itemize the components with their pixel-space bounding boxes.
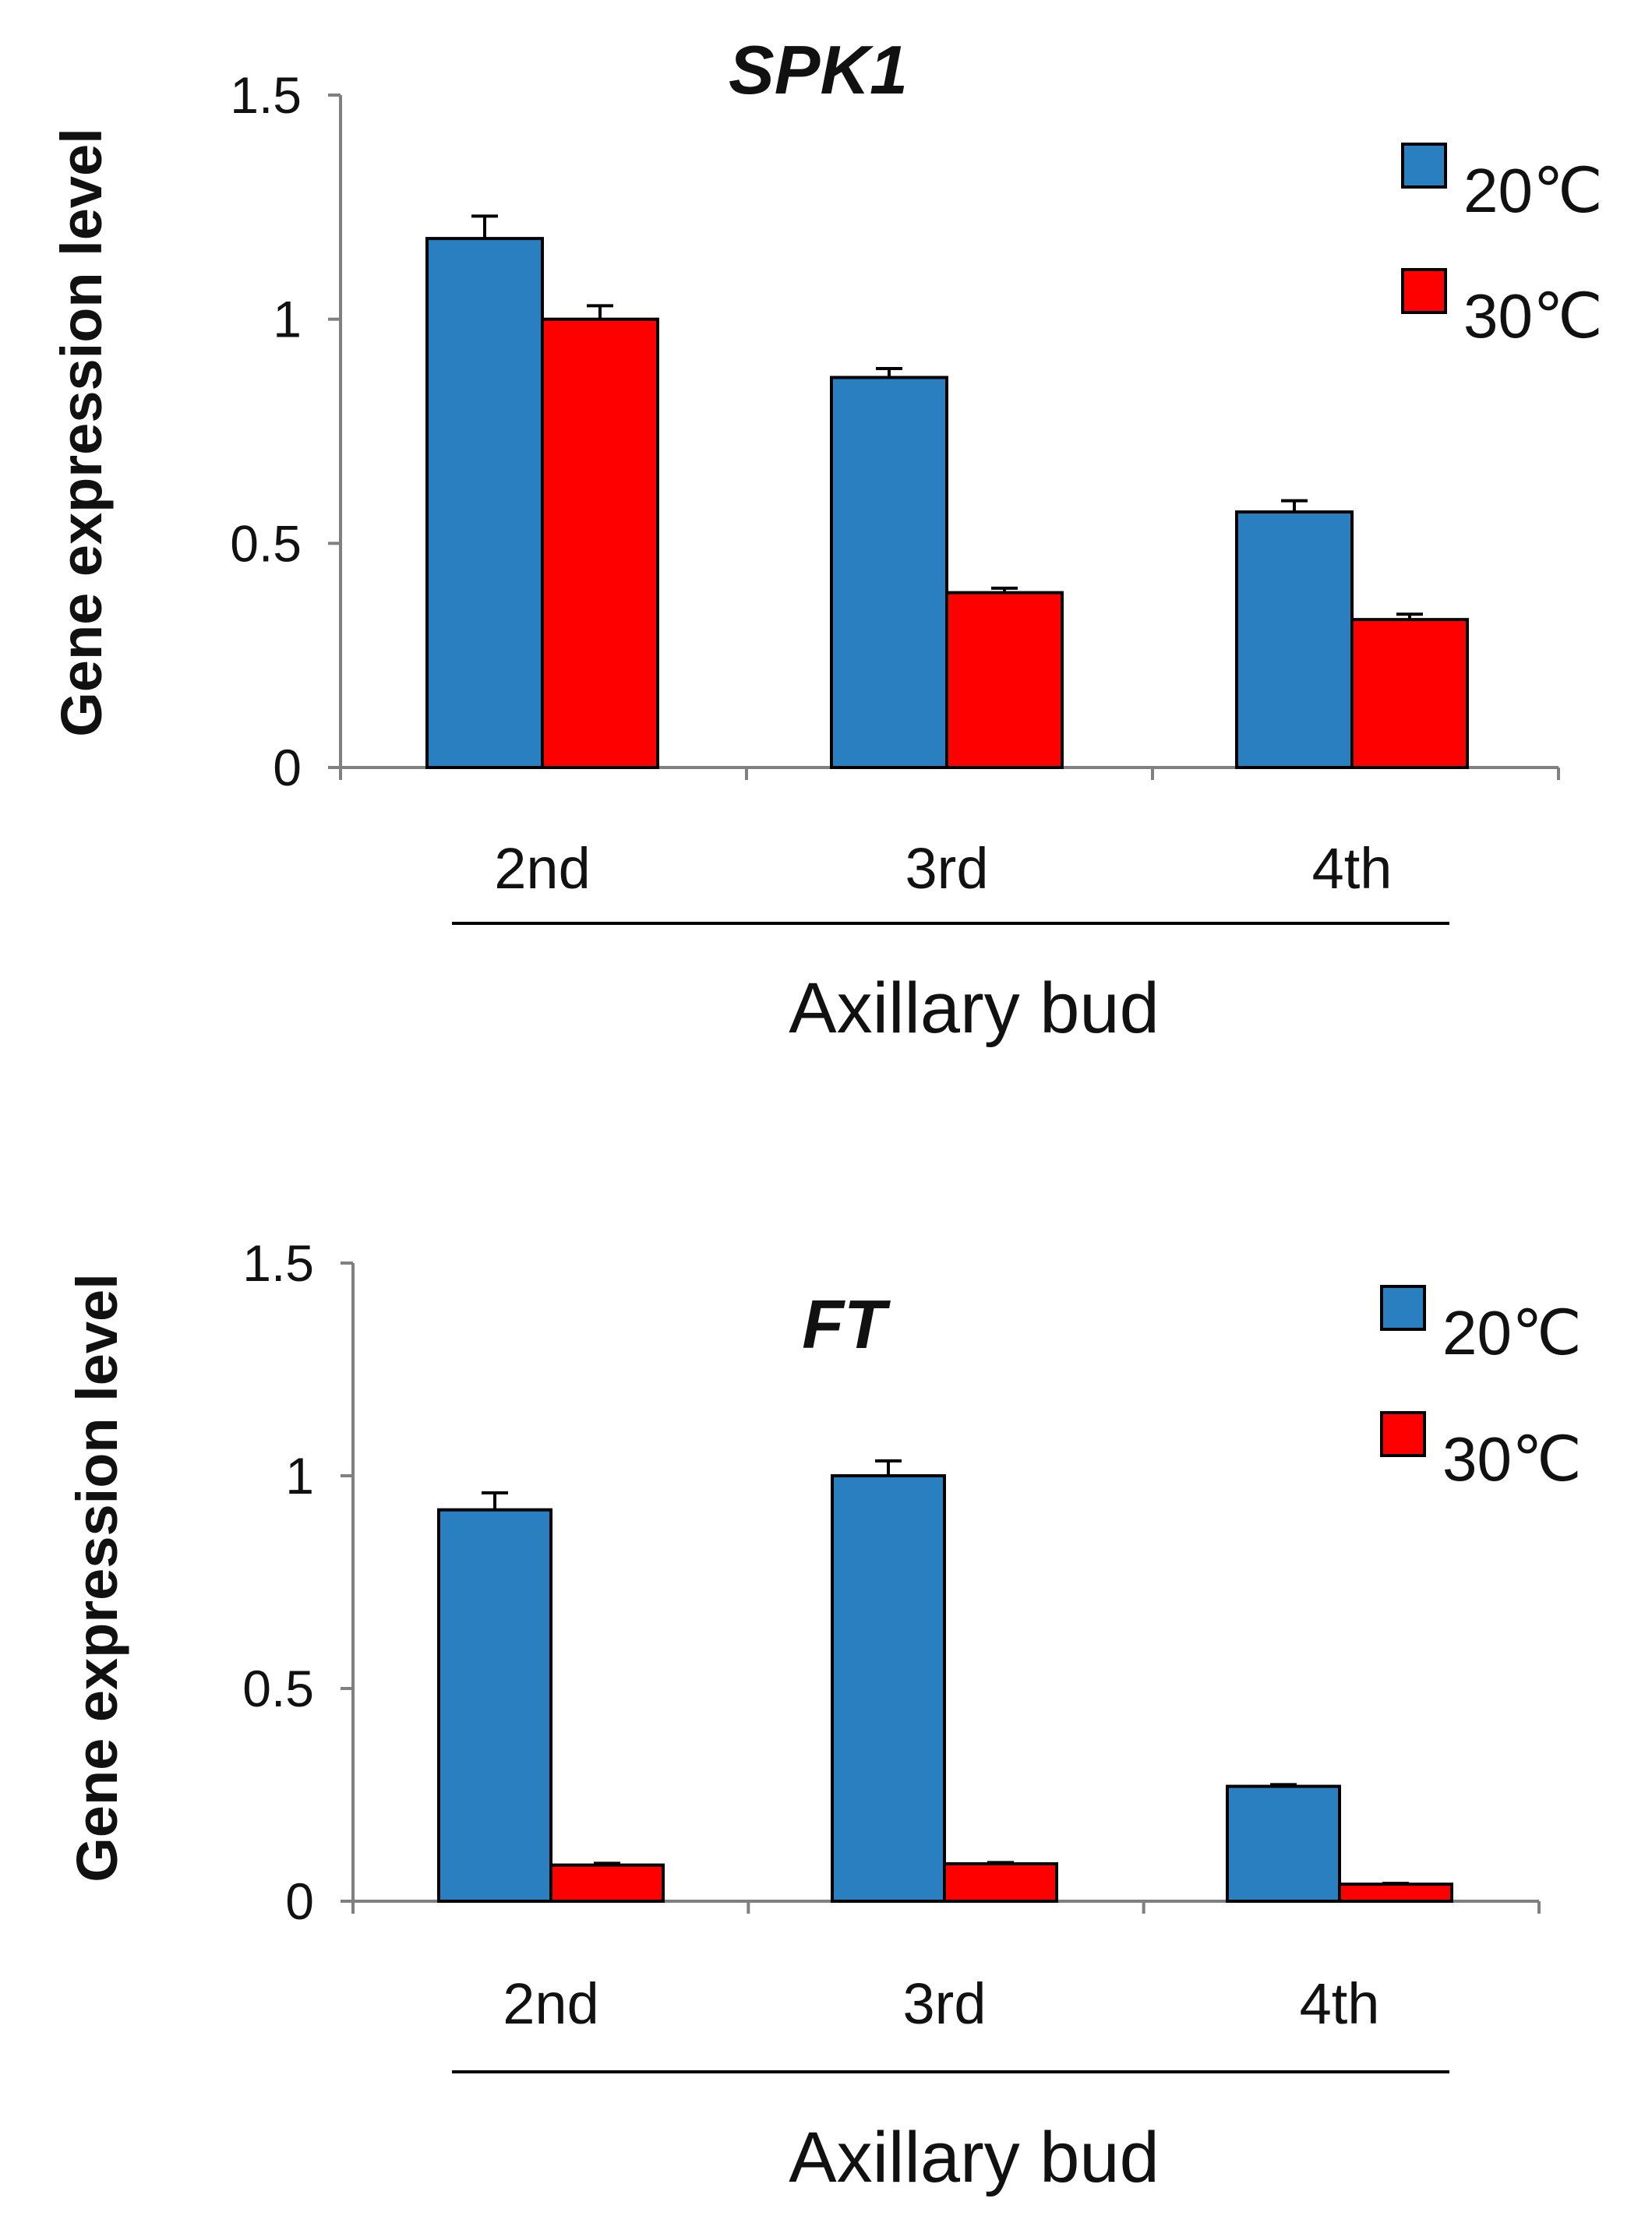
y-axis-label: Gene expression level	[65, 1273, 129, 1883]
bar-4th-series-1	[1226, 1784, 1341, 1904]
y-tick-label: 1.5	[230, 66, 302, 124]
y-axis-label: Gene expression level	[49, 128, 114, 737]
legend-swatch	[1380, 1285, 1426, 1331]
bar-3rd-series-1	[830, 376, 948, 769]
bar-2nd-series-1	[425, 237, 544, 769]
chart-title: FT	[802, 1286, 891, 1363]
x-category-label: 2nd	[494, 836, 590, 901]
bar-3rd-series-1	[831, 1474, 946, 1903]
y-tick-label: 0	[285, 1872, 314, 1930]
bar-4th-series-2	[1338, 1883, 1453, 1903]
bar-2nd-series-2	[541, 317, 659, 769]
y-tick-label: 0.5	[230, 514, 302, 572]
bar-2nd-series-2	[549, 1863, 665, 1904]
y-tick-label: 1	[273, 291, 302, 348]
x-category-label: 4th	[1312, 836, 1393, 901]
x-category-label: 4th	[1300, 1971, 1380, 2036]
bar-4th-series-1	[1235, 510, 1354, 769]
legend-label: 30℃	[1442, 1424, 1582, 1494]
y-tick-label: 1	[285, 1447, 314, 1505]
y-tick-label: 0.5	[242, 1660, 314, 1717]
legend-swatch	[1401, 268, 1447, 314]
x-category-label: 2nd	[503, 1971, 598, 2036]
legend-label: 30℃	[1463, 281, 1603, 351]
chart-panel-2: FT Gene expression level 0 0.5 1 1.5 2nd 3rd 4th…	[65, 1234, 1582, 2197]
legend-label: 20℃	[1463, 156, 1603, 225]
x-axis-label: Axillary bud	[789, 2118, 1160, 2197]
x-axis-label: Axillary bud	[789, 969, 1160, 1048]
bar-3rd-series-2	[945, 591, 1064, 769]
legend-label: 20℃	[1442, 1298, 1582, 1367]
x-category-label: 3rd	[905, 836, 989, 901]
bar-4th-series-2	[1350, 618, 1469, 770]
bar-2nd-series-1	[437, 1508, 552, 1904]
legend-swatch	[1401, 143, 1447, 189]
legend-swatch	[1380, 1411, 1426, 1457]
y-tick-label: 1.5	[242, 1234, 314, 1292]
y-tick-label: 0	[273, 739, 302, 796]
x-category-label: 3rd	[903, 1971, 987, 2036]
bar-3rd-series-2	[943, 1861, 1058, 1903]
chart-title: SPK1	[729, 31, 908, 108]
chart-panel-1: SPK1 Gene expression level 0 0.5 1 1.5 2nd 3rd 4…	[49, 31, 1603, 1048]
